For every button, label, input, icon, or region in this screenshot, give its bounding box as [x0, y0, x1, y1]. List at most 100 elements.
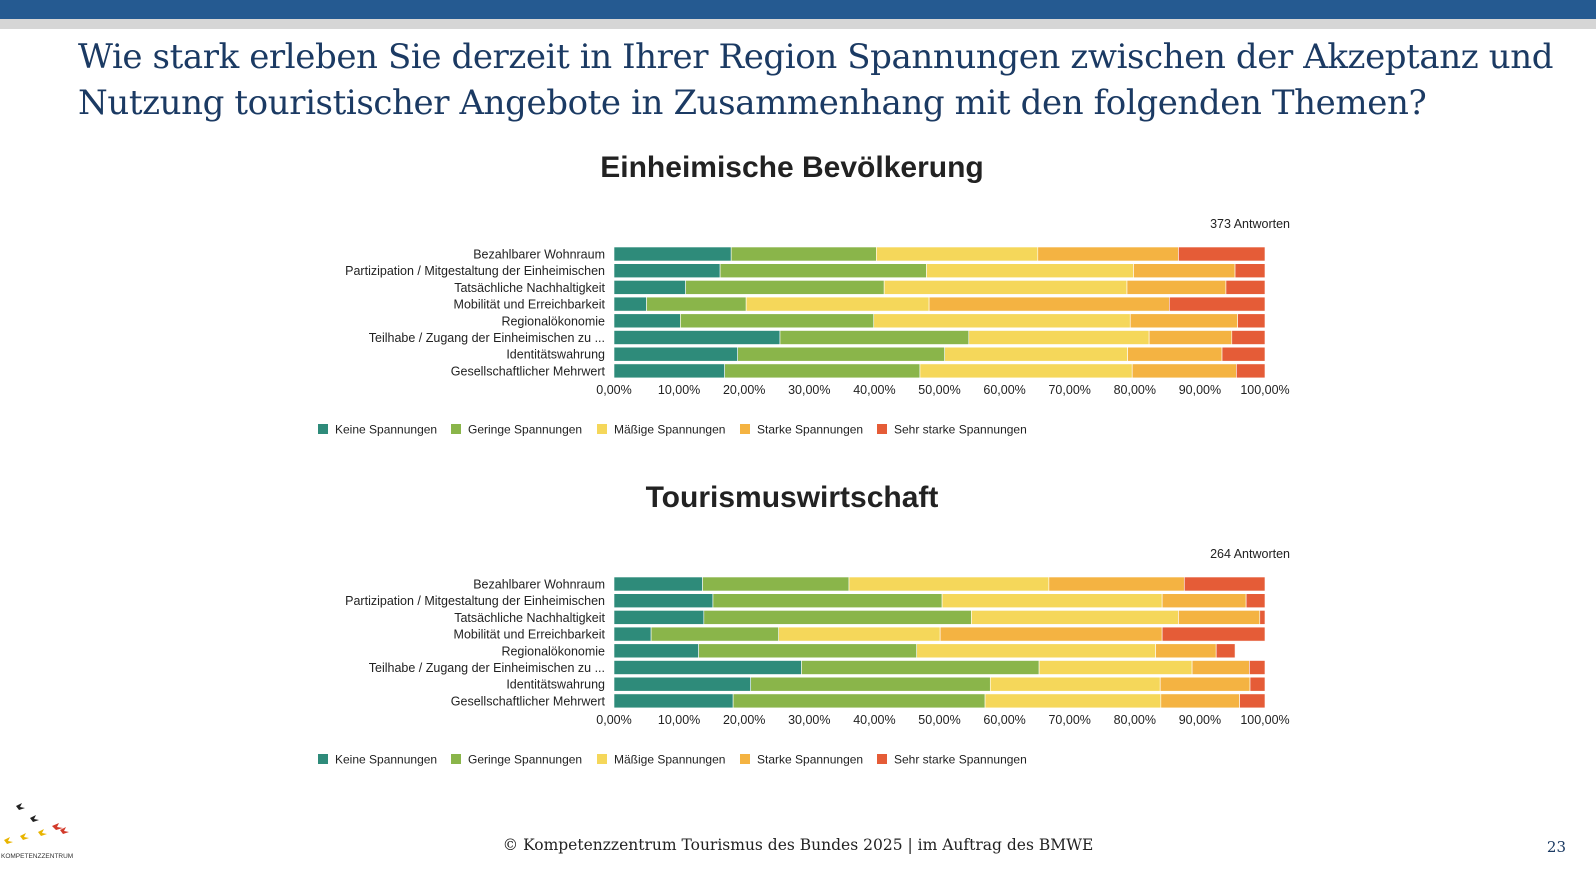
bar-segment [613, 643, 699, 659]
bar-segment [1236, 363, 1266, 379]
category-label: Partizipation / Mitgestaltung der Einhei… [345, 594, 605, 608]
bar-segment [680, 313, 875, 329]
bar-segment [919, 363, 1133, 379]
kompetenzzentrum-logo: KOMPETENZZENTRUM [1, 803, 73, 860]
bar-segment [719, 263, 927, 278]
legend-label: Keine Spannungen [335, 423, 437, 437]
bar-segment [1038, 660, 1193, 675]
legend-swatch [740, 754, 750, 764]
x-tick-label: 60,00% [983, 383, 1025, 397]
bar-segment [613, 313, 681, 329]
bar-segment [1215, 643, 1236, 659]
category-label: Regionalökonomie [501, 314, 605, 328]
bar-segment [1048, 576, 1185, 592]
x-tick-label: 90,00% [1179, 713, 1221, 727]
legend-swatch [597, 754, 607, 764]
bar-segment [1178, 610, 1261, 625]
legend-label: Starke Spannungen [757, 753, 863, 767]
bar-segment [613, 280, 686, 295]
legend-swatch [877, 424, 887, 434]
bar-segment [724, 363, 921, 379]
bar-segment [1129, 313, 1238, 329]
bar-segment [1225, 280, 1266, 295]
chart-title: Tourismuswirtschaft [646, 481, 939, 514]
bar-segment [650, 626, 780, 642]
legend-label: Sehr starke Spannungen [894, 423, 1027, 437]
bar-segment [1133, 263, 1236, 278]
bar-segment [1221, 346, 1266, 362]
bar-segment [745, 296, 930, 312]
x-tick-label: 70,00% [1048, 713, 1090, 727]
category-label: Tatsächliche Nachhaltigkeit [454, 611, 605, 625]
x-tick-label: 30,00% [788, 383, 830, 397]
bar-segment [944, 346, 1128, 362]
legend-label: Mäßige Spannungen [614, 753, 725, 767]
x-tick-label: 70,00% [1048, 383, 1090, 397]
bar-segment [685, 280, 885, 295]
bar-segment [1259, 610, 1266, 625]
bar-segment [778, 626, 941, 642]
bar-segment [801, 660, 1040, 675]
x-tick-label: 100,00% [1240, 713, 1289, 727]
bar-segment [1160, 693, 1240, 709]
bar-segment [703, 610, 972, 625]
bar-segment [702, 576, 850, 592]
bar-segment [1169, 296, 1266, 312]
bar-segment [1131, 363, 1237, 379]
bar-segment [779, 330, 970, 345]
bar-segment [1178, 246, 1266, 262]
bar-segment [613, 660, 802, 675]
bar-segment [968, 330, 1150, 345]
category-label: Bezahlbarer Wohnraum [473, 248, 605, 262]
x-tick-label: 20,00% [723, 713, 765, 727]
logo-bird-5 [38, 829, 47, 836]
logo-bird-1 [16, 803, 25, 810]
category-label: Mobilität und Erreichbarkeit [454, 628, 606, 642]
page-number: 23 [1546, 838, 1566, 856]
bar-segment [646, 296, 747, 312]
legend-label: Keine Spannungen [335, 753, 437, 767]
bar-segment [613, 330, 781, 345]
category-label: Teilhabe / Zugang der Einheimischen zu .… [369, 331, 605, 345]
x-tick-label: 50,00% [918, 383, 960, 397]
bar-segment [1245, 593, 1266, 608]
bar-segment [613, 626, 652, 642]
bar-segment [1161, 593, 1247, 608]
category-label: Identitätswahrung [506, 348, 605, 362]
bar-segment [730, 246, 877, 262]
bar-segment [916, 643, 1156, 659]
category-label: Gesellschaftlicher Mehrwert [451, 694, 606, 708]
bar-segment [1191, 660, 1250, 675]
bar-segment [732, 693, 986, 709]
legend-swatch [318, 754, 328, 764]
legend-swatch [877, 754, 887, 764]
x-tick-label: 30,00% [788, 713, 830, 727]
top-bar-secondary [0, 19, 1596, 29]
bar-segment [1159, 676, 1251, 692]
chart-title: Einheimische Bevölkerung [600, 151, 983, 184]
bar-segment [1183, 576, 1266, 592]
legend-label: Geringe Spannungen [468, 423, 582, 437]
bar-segment [926, 263, 1134, 278]
footer-copyright: © Kompetenzzentrum Tourismus des Bundes … [502, 836, 1094, 854]
logo-bird-6 [20, 833, 29, 840]
category-label: Identitätswahrung [506, 678, 605, 692]
bar-segment [613, 363, 725, 379]
bar-segment [613, 576, 703, 592]
logo-bird-2 [30, 815, 39, 822]
category-label: Mobilität und Erreichbarkeit [454, 298, 606, 312]
legend-swatch [451, 424, 461, 434]
category-label: Partizipation / Mitgestaltung der Einhei… [345, 264, 605, 278]
bar-segment [698, 643, 918, 659]
x-tick-label: 10,00% [658, 713, 700, 727]
x-tick-label: 50,00% [918, 713, 960, 727]
bar-segment [1239, 693, 1266, 709]
bar-segment [613, 676, 752, 692]
bar-segment [1127, 346, 1223, 362]
bar-segment [712, 593, 943, 608]
x-tick-label: 10,00% [658, 383, 700, 397]
legend-label: Sehr starke Spannungen [894, 753, 1027, 767]
category-label: Teilhabe / Zugang der Einheimischen zu .… [369, 661, 605, 675]
x-tick-label: 20,00% [723, 383, 765, 397]
logo-bird-7 [4, 837, 13, 844]
